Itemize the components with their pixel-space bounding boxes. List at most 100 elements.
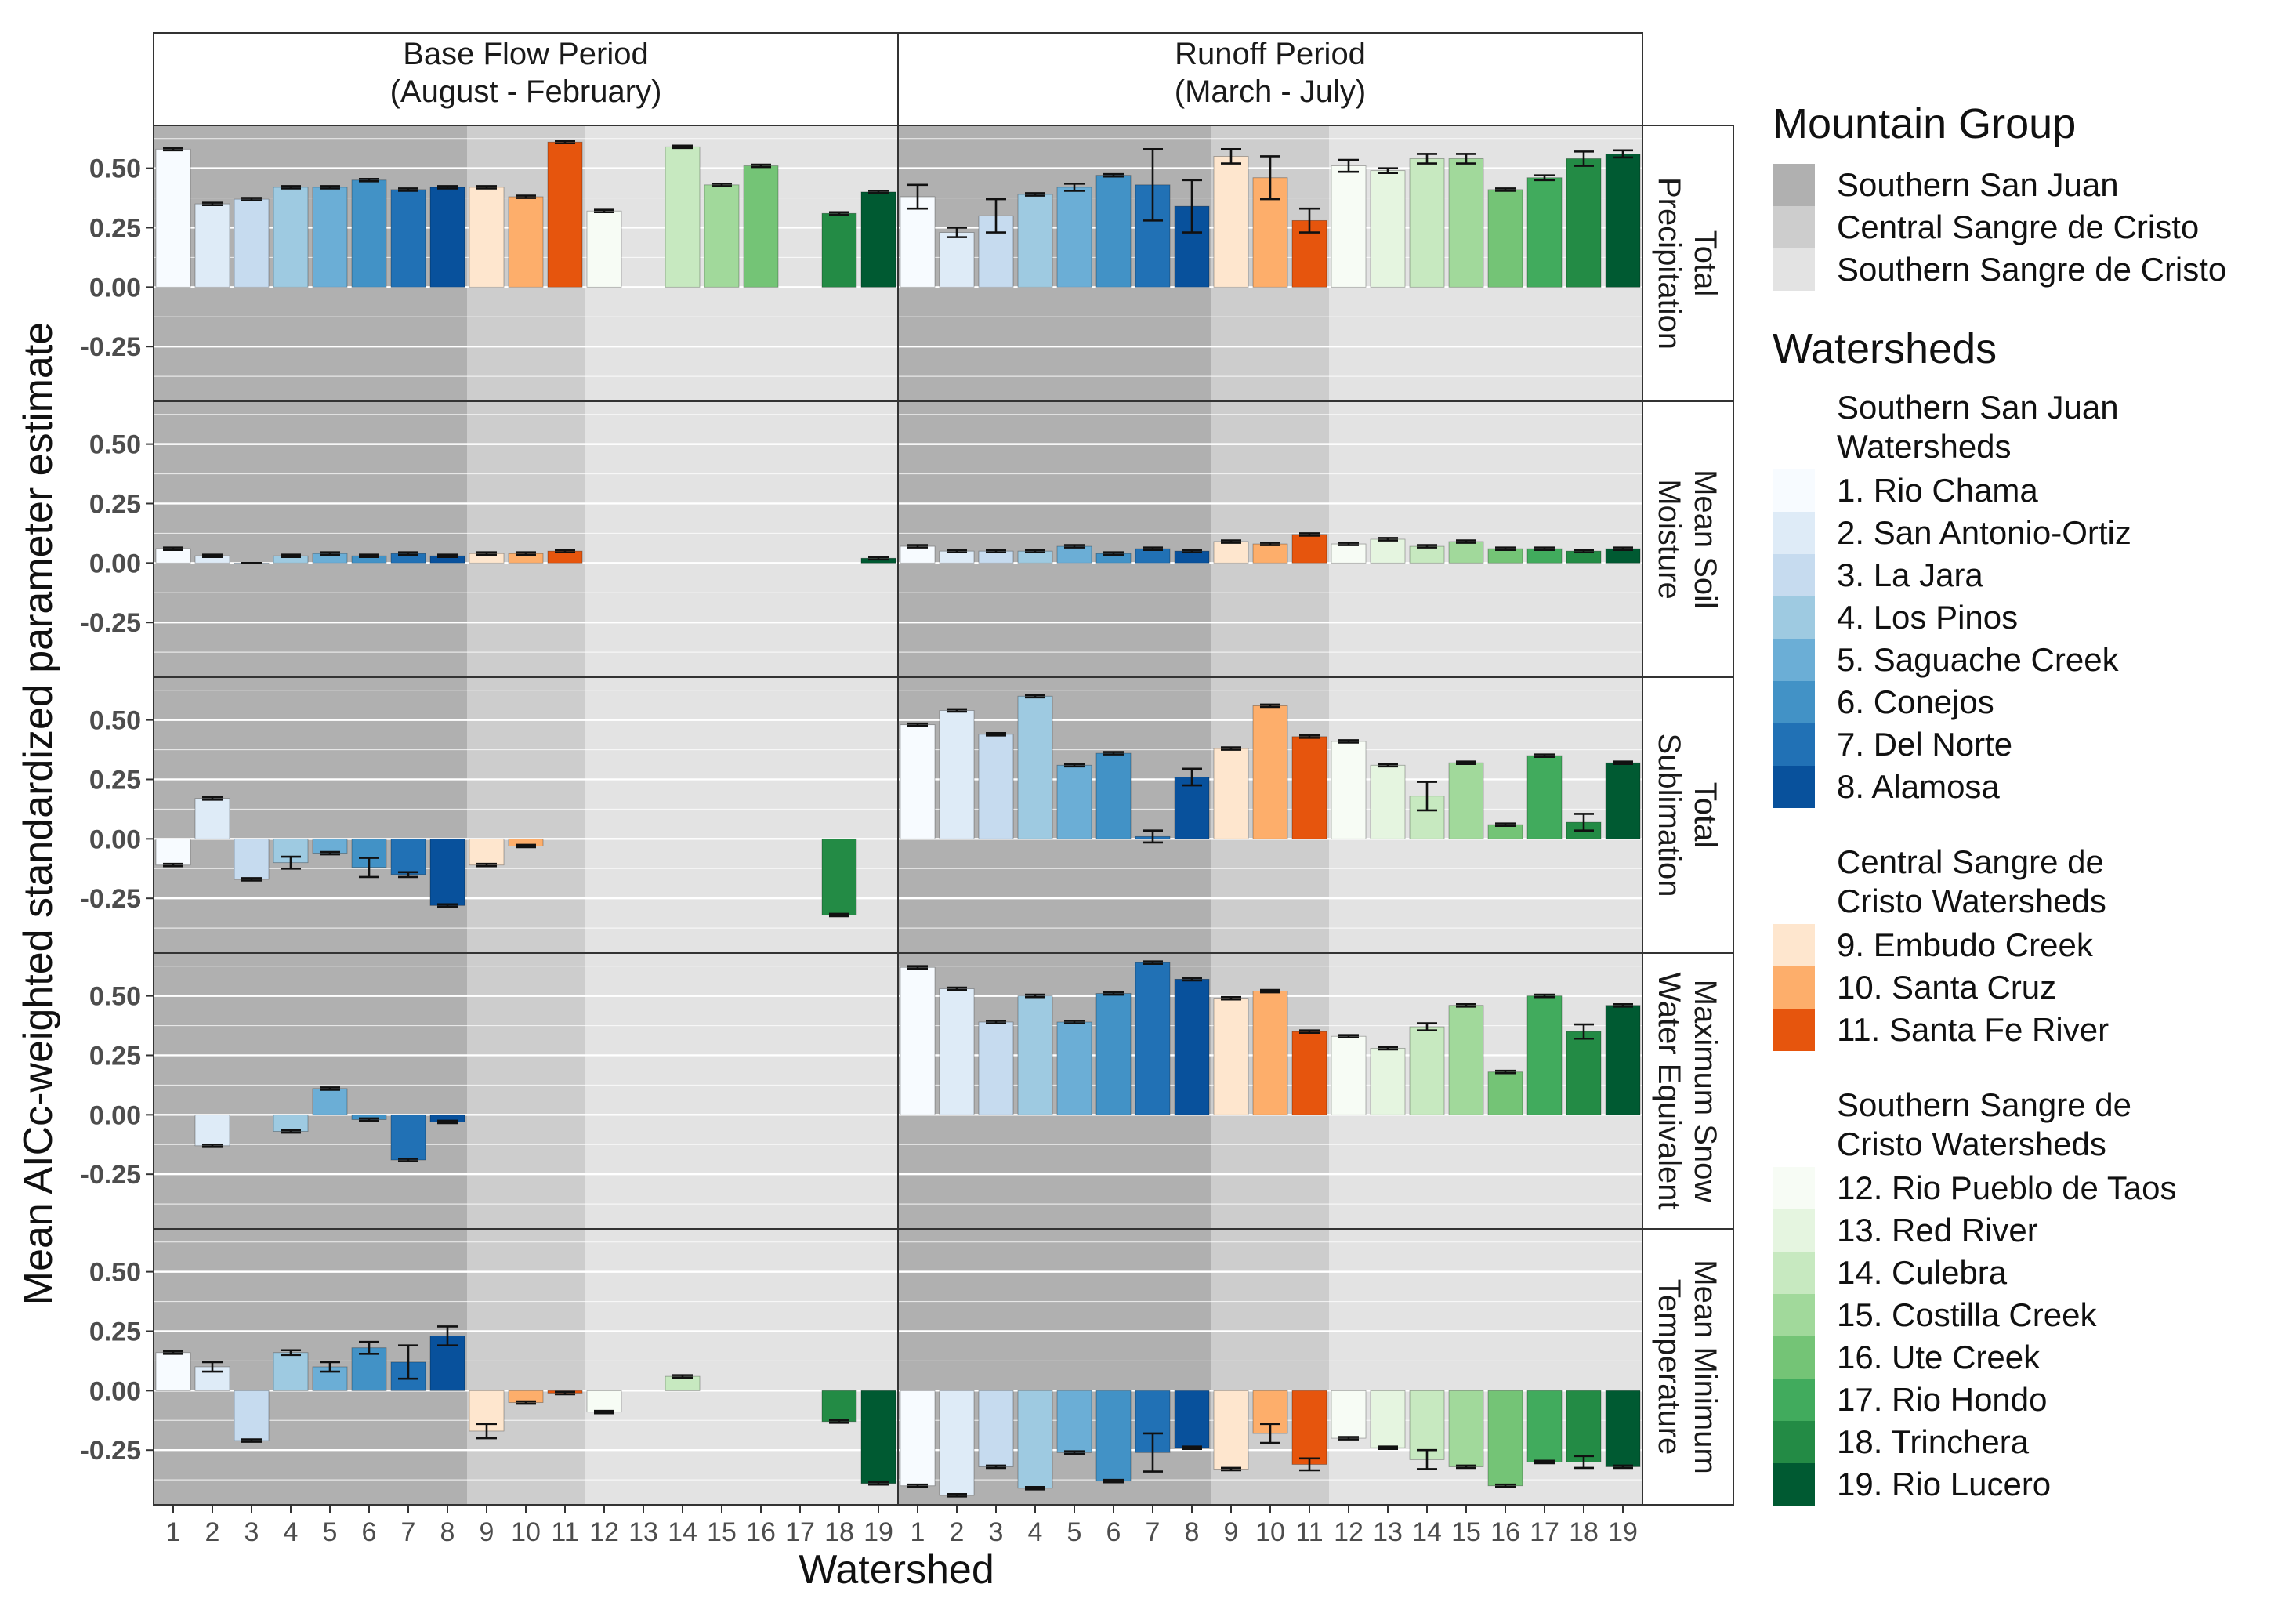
bar-watershed-2	[939, 988, 975, 1115]
bar-watershed-8	[1174, 978, 1210, 1115]
legend-group-title: Central Sangre de Cristo Watersheds	[1837, 843, 2106, 920]
error-bar-watershed-3	[986, 732, 1006, 737]
bar-watershed-19	[1605, 154, 1641, 288]
bar-watershed-3	[234, 838, 270, 880]
panel-runoff-soil	[897, 400, 1643, 678]
error-bar-watershed-10	[1260, 988, 1280, 994]
error-bar-watershed-11	[1299, 207, 1320, 234]
error-bar-watershed-18	[829, 211, 849, 216]
error-bar-watershed-15	[1456, 1464, 1476, 1470]
error-bar-watershed-9	[476, 862, 497, 868]
bar-watershed-5	[312, 1088, 348, 1115]
bar-watershed-19	[860, 191, 896, 288]
panel-base-precip	[153, 125, 899, 402]
legend-watershed-item: 12. Rio Pueblo de Taos	[1773, 1167, 2290, 1210]
error-bar-watershed-12	[1338, 739, 1359, 744]
watershed-groups: Southern San Juan Watersheds 1. Rio Chama…	[1773, 388, 2290, 1506]
error-bar-watershed-14	[1417, 1022, 1437, 1031]
legend-swatch	[1773, 1463, 1815, 1506]
legend-label: 13. Red River	[1837, 1212, 2038, 1249]
x-tick-label: 16	[1490, 1517, 1520, 1547]
x-tick-label: 14	[1412, 1517, 1442, 1547]
bar-watershed-15	[1448, 158, 1484, 288]
error-bar-watershed-17	[1534, 1459, 1555, 1465]
error-bar-watershed-8	[1182, 977, 1202, 982]
x-tick-label: 4	[1028, 1517, 1043, 1547]
bar-watershed-17	[1526, 995, 1563, 1115]
x-tick-label: 15	[707, 1517, 737, 1547]
error-bar-watershed-6	[1103, 551, 1124, 556]
bar-watershed-7	[1135, 962, 1171, 1115]
error-bar-watershed-19	[1613, 1002, 1633, 1008]
error-bar-watershed-11	[1299, 734, 1320, 739]
legend-watershed-item: 10. Santa Cruz	[1773, 966, 2290, 1009]
error-bar-watershed-8	[1182, 549, 1202, 553]
error-bar-watershed-19	[868, 556, 889, 561]
panel-runoff-precip	[897, 125, 1643, 402]
x-tick-label: 12	[589, 1517, 619, 1547]
bar-watershed-11	[1291, 1390, 1327, 1465]
error-bar-watershed-7	[1143, 960, 1163, 965]
legend-swatch	[1773, 1209, 1815, 1252]
error-bar-watershed-2	[202, 201, 223, 206]
bar-watershed-19	[1605, 1390, 1641, 1467]
x-tick-label: 17	[785, 1517, 815, 1547]
bar-watershed-13	[1370, 538, 1406, 564]
x-tick-label: 13	[1373, 1517, 1403, 1547]
bar-watershed-7	[390, 1114, 426, 1161]
error-bar-watershed-11	[1299, 1457, 1320, 1472]
bar-watershed-2	[194, 798, 230, 839]
bar-watershed-8	[1174, 1390, 1210, 1448]
bar-watershed-4	[273, 1114, 309, 1132]
error-bar-watershed-15	[1456, 1002, 1476, 1008]
bar-watershed-8	[429, 838, 465, 906]
panel-band-1	[154, 401, 467, 677]
bar-watershed-6	[1095, 993, 1132, 1115]
error-bar-watershed-17	[1534, 993, 1555, 999]
error-bar-watershed-5	[320, 185, 340, 190]
column-strip-base: Base Flow Period (August - February)	[153, 32, 899, 126]
bar-watershed-5	[312, 187, 348, 288]
row-strip-tmin: Mean MinimumTemperature	[1642, 1228, 1734, 1506]
bar-watershed-18	[821, 838, 857, 915]
panel-band-3	[1329, 1229, 1642, 1505]
error-bar-watershed-19	[1613, 1464, 1633, 1470]
error-bar-watershed-8	[437, 185, 458, 190]
error-bar-watershed-2	[947, 227, 967, 238]
x-tick-label: 12	[1334, 1517, 1363, 1547]
bar-watershed-12	[1331, 1035, 1367, 1115]
error-bar-watershed-7	[398, 1158, 418, 1162]
error-bar-watershed-12	[594, 1409, 614, 1415]
error-bar-watershed-16	[1495, 546, 1516, 551]
x-tick-label: 7	[401, 1517, 416, 1547]
legend-watershed-item: 7. Del Norte	[1773, 723, 2290, 767]
legend-swatch	[1773, 681, 1815, 724]
bar-watershed-9	[1213, 156, 1249, 288]
error-bar-watershed-5	[1064, 183, 1085, 192]
x-tick-label: 14	[668, 1517, 697, 1547]
bar-watershed-11	[1291, 534, 1327, 564]
error-bar-watershed-6	[1103, 751, 1124, 756]
bar-watershed-3	[978, 1021, 1014, 1115]
legend-label: 6. Conejos	[1837, 683, 1994, 721]
error-bar-watershed-5	[320, 1086, 340, 1091]
error-bar-watershed-2	[202, 796, 223, 801]
legend-swatch	[1773, 205, 1815, 248]
bar-watershed-19	[860, 1390, 896, 1484]
y-tick-label: 0.00	[89, 273, 141, 303]
error-bar-watershed-6	[359, 177, 379, 183]
legend-label: 12. Rio Pueblo de Taos	[1837, 1169, 2177, 1207]
bar-watershed-12	[1331, 543, 1367, 564]
error-bar-watershed-8	[437, 903, 458, 908]
legend-watershed-item: 17. Rio Hondo	[1773, 1379, 2290, 1422]
error-bar-watershed-10	[1260, 542, 1280, 546]
y-tick-label: 0.50	[89, 982, 141, 1012]
bar-watershed-1	[900, 966, 936, 1115]
x-tick-label: 9	[480, 1517, 494, 1547]
error-bar-watershed-8	[1182, 767, 1202, 787]
legend-label: 19. Rio Lucero	[1837, 1466, 2052, 1503]
bar-watershed-7	[390, 189, 426, 288]
bar-watershed-5	[1056, 187, 1092, 288]
legend-swatch	[1773, 766, 1815, 809]
error-bar-watershed-1	[907, 544, 928, 549]
